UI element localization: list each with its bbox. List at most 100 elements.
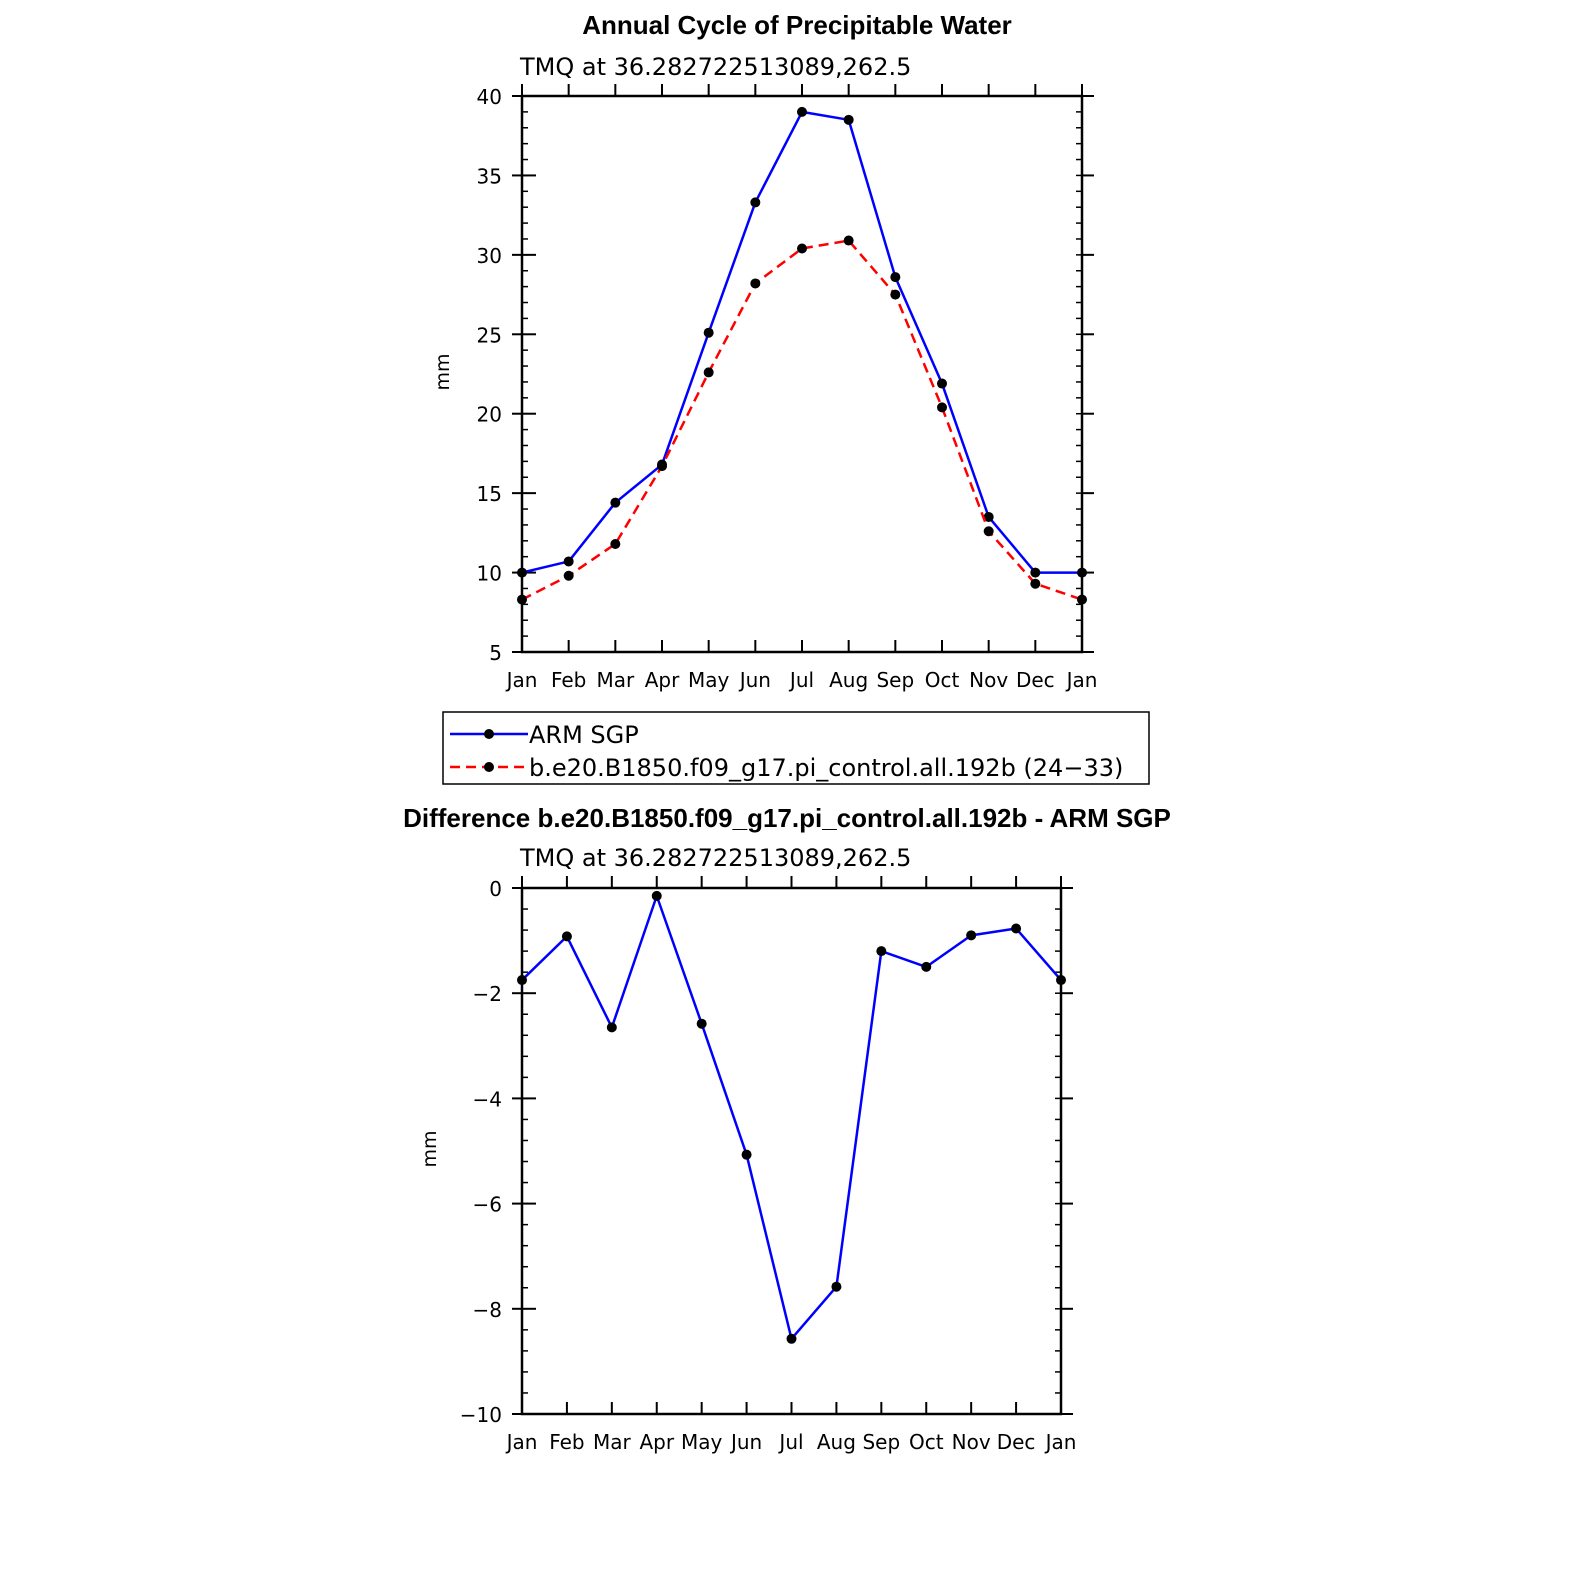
y-tick-label: 30 [477,244,502,268]
y-tick-label: −6 [473,1193,502,1217]
data-point [1030,567,1041,578]
x-tick-label: Jun [729,1430,762,1454]
axes: Jan Feb Mar Apr May Jun Jul Aug Sep Oct Nov Dec Jan5… [477,84,1098,692]
data-point [703,327,714,338]
data-point [657,461,667,472]
data-point [937,402,947,413]
data-point [563,570,574,581]
legend-marker-model [484,762,494,772]
x-tick-label: Jan [1065,668,1098,692]
series-line-1 [521,239,1083,601]
chart-subtitle: TMQ at 36.282722513089,262.5 [519,844,911,872]
x-tick-label: Dec [1016,668,1055,692]
data-point [750,197,761,208]
y-tick-label: 20 [477,403,502,427]
axes: Jan Feb Mar Apr May Jun Jul Aug Sep Oct Nov Dec Jan 0… [460,876,1077,1454]
y-tick-label: 0 [489,877,502,901]
x-tick-label: Feb [549,1430,584,1454]
y-axis-label: mm [419,1130,441,1167]
data-point [1077,594,1087,605]
data-point [563,556,574,567]
plot-frame [520,94,1084,654]
x-tick-label: Aug [817,1430,856,1454]
data-point [750,278,761,289]
chart-title: Annual Cycle of Precipitable Water [582,10,1012,40]
series-line-0 [521,894,1062,1341]
data-point [610,497,621,508]
y-tick-label: −2 [473,982,502,1006]
data-point [831,1281,842,1292]
data-point [606,1022,617,1033]
x-tick-label: Apr [639,1430,674,1454]
data-point [703,367,714,378]
series-group [517,890,1066,1344]
x-tick-label: Aug [829,668,868,692]
chart-title: Difference b.e20.B1850.f09_g17.pi_contro… [403,803,1171,833]
y-tick-label: 5 [489,641,502,665]
chart-subtitle: TMQ at 36.282722513089,262.5 [519,53,911,81]
data-point [921,961,932,972]
x-tick-label: Nov [952,1430,991,1454]
data-point [1011,923,1022,934]
annual-cycle-chart: Annual Cycle of Precipitable Water TMQ a… [432,10,1097,692]
x-tick-label: Feb [551,668,586,692]
data-point [517,594,527,605]
x-tick-label: Jan [505,668,538,692]
series-group [517,106,1087,605]
data-point [937,378,947,389]
data-point [797,243,807,254]
x-tick-label: May [688,668,730,692]
data-point [983,511,994,522]
x-tick-label: Jul [788,668,814,692]
x-tick-label: Oct [925,668,960,692]
data-point [1077,567,1087,578]
x-tick-label: Sep [862,1430,900,1454]
x-tick-label: Sep [876,668,914,692]
data-point [517,567,527,578]
legend-marker-arm [484,729,494,739]
x-tick-label: Mar [593,1430,632,1454]
y-tick-label: −4 [473,1087,502,1111]
series-line-0 [521,110,1082,574]
y-tick-label: −8 [473,1298,502,1322]
data-point [741,1149,752,1160]
x-tick-label: Nov [969,668,1008,692]
data-point [843,114,854,125]
data-point [876,946,887,957]
y-tick-label: 25 [477,323,502,347]
x-tick-label: Dec [997,1430,1036,1454]
x-tick-label: Oct [909,1430,944,1454]
data-point [786,1333,797,1344]
data-point [561,931,572,942]
legend-label-model: b.e20.B1850.f09_g17.pi_control.all.192b … [529,754,1123,782]
data-point [890,289,901,300]
y-tick-label: 35 [477,164,502,188]
data-point [1030,578,1041,589]
data-point [517,975,527,986]
x-tick-label: Jan [505,1430,538,1454]
y-tick-label: −10 [460,1403,502,1427]
data-point [983,526,994,537]
data-point [1056,975,1066,986]
data-point [651,890,662,901]
data-point [966,930,977,941]
data-point [797,106,807,117]
data-point [843,235,854,246]
y-axis-label: mm [432,353,454,390]
data-point [610,538,621,549]
x-tick-label: Apr [645,668,680,692]
legend-label-arm: ARM SGP [529,721,639,749]
data-point [890,272,901,283]
x-tick-label: Mar [596,668,635,692]
x-tick-label: May [681,1430,723,1454]
legend-box [442,711,1150,785]
x-tick-label: Jun [738,668,771,692]
y-tick-label: 40 [477,85,502,109]
data-point [696,1018,707,1029]
difference-chart: Difference b.e20.B1850.f09_g17.pi_contro… [403,803,1171,1454]
x-tick-label: Jan [1044,1430,1077,1454]
y-tick-label: 15 [477,482,502,506]
legend: ARM SGP b.e20.B1850.f09_g17.pi_control.a… [442,711,1150,785]
x-tick-label: Jul [777,1430,803,1454]
